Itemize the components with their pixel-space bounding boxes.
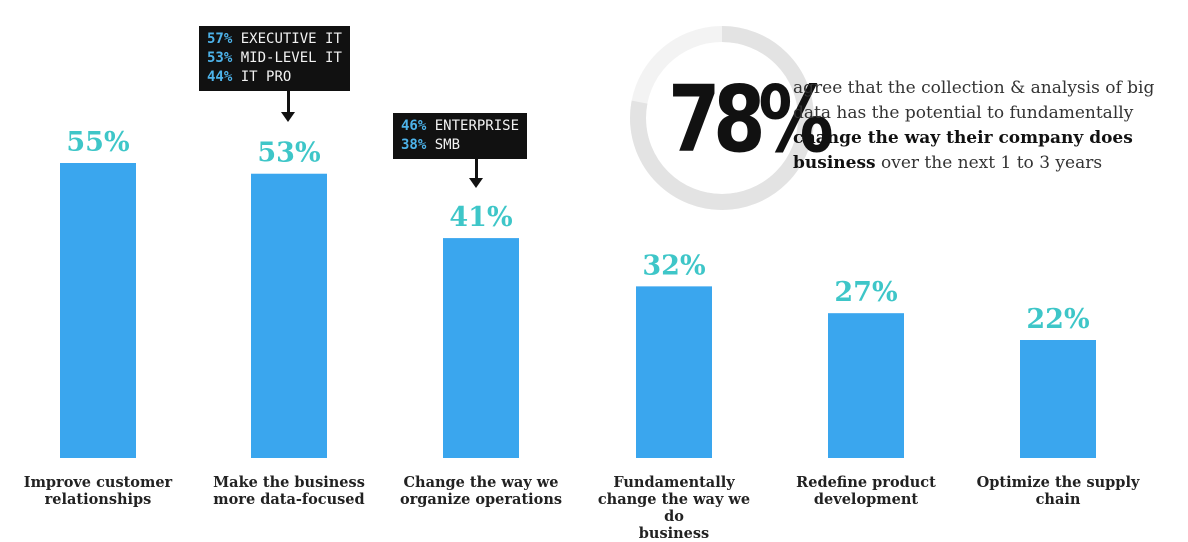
annotation-pct: 46% bbox=[401, 118, 427, 134]
value-label-5: 22% bbox=[1026, 304, 1089, 335]
annotation-label: ENTERPRISE bbox=[426, 118, 520, 134]
value-label-4: 27% bbox=[834, 277, 897, 308]
headline-ring-arc bbox=[630, 26, 814, 210]
category-label-1: Make the business more data-focused bbox=[204, 474, 374, 508]
annotation-box-business: 57% EXECUTIVE IT 53% MID-LEVEL IT 44% IT P… bbox=[199, 26, 350, 91]
annotation-arrow-business bbox=[281, 89, 295, 122]
bar-1 bbox=[251, 173, 327, 458]
value-label-2: 41% bbox=[449, 202, 512, 233]
category-label-3: Fundamentally change the way we do busines… bbox=[589, 474, 759, 542]
category-label-5: Optimize the supply chain bbox=[973, 474, 1143, 508]
annotation-label: IT PRO bbox=[232, 69, 292, 85]
headline-text-bold: change the way their company does busine… bbox=[793, 128, 1133, 173]
annotation-label: SMB bbox=[426, 137, 461, 153]
annotation-label: EXECUTIVE IT bbox=[232, 31, 342, 47]
bars bbox=[60, 163, 1096, 458]
annotation-arrow-operations bbox=[469, 157, 483, 188]
bar-0 bbox=[60, 163, 136, 458]
annotation-row: 46% ENTERPRISE bbox=[401, 117, 519, 136]
annotation-row: 38% SMB bbox=[401, 136, 519, 155]
headline-text: agree that the collection & analysis of … bbox=[793, 76, 1183, 176]
annotation-row: 57% EXECUTIVE IT bbox=[207, 30, 342, 49]
category-label-0: Improve customer relationships bbox=[13, 474, 183, 508]
category-label-line: organize operations bbox=[399, 491, 563, 508]
annotation-pct: 57% bbox=[207, 31, 233, 47]
bar-3 bbox=[636, 286, 712, 458]
category-label-line: Optimize the supply bbox=[976, 474, 1140, 491]
bar-5 bbox=[1020, 340, 1096, 458]
value-label-0: 55% bbox=[66, 127, 129, 158]
annotation-box-operations: 46% ENTERPRISE 38% SMB bbox=[393, 113, 528, 159]
category-label-line: Change the way we bbox=[403, 474, 559, 491]
headline-ring bbox=[630, 26, 814, 210]
value-label-1: 53% bbox=[257, 138, 320, 169]
category-label-line: change the way we do bbox=[597, 491, 751, 525]
category-label-line: chain bbox=[1035, 491, 1081, 508]
headline-value: 78% bbox=[668, 66, 834, 173]
category-label-line: Make the business bbox=[213, 474, 365, 491]
annotation-pct: 44% bbox=[207, 69, 233, 85]
annotation-row: 53% MID-LEVEL IT bbox=[207, 49, 342, 68]
bar-4 bbox=[828, 313, 904, 458]
category-label-line: relationships bbox=[44, 491, 152, 508]
category-label-line: development bbox=[813, 491, 919, 508]
annotation-row: 44% IT PRO bbox=[207, 68, 342, 87]
headline-text-before: agree that the collection & analysis of … bbox=[793, 78, 1155, 123]
category-label-4: Redefine product development bbox=[781, 474, 951, 508]
value-labels: 55% 53% 41% 32% 27% 22% bbox=[66, 127, 1089, 335]
annotation-label: MID-LEVEL IT bbox=[232, 50, 342, 66]
category-label-2: Change the way we organize operations bbox=[396, 474, 566, 508]
category-label-line: Improve customer bbox=[23, 474, 173, 491]
category-label-line: Fundamentally bbox=[613, 474, 735, 491]
category-label-line: more data-focused bbox=[213, 491, 365, 508]
annotation-pct: 38% bbox=[401, 137, 427, 153]
category-label-line: business bbox=[638, 525, 710, 542]
value-label-3: 32% bbox=[642, 250, 705, 281]
bar-2 bbox=[443, 238, 519, 458]
category-label-line: Redefine product bbox=[796, 474, 936, 491]
bar-chart: 55% 53% 41% 32% 27% 22% bbox=[60, 26, 1096, 458]
annotation-pct: 53% bbox=[207, 50, 233, 66]
headline-text-after: over the next 1 to 3 years bbox=[881, 153, 1103, 173]
